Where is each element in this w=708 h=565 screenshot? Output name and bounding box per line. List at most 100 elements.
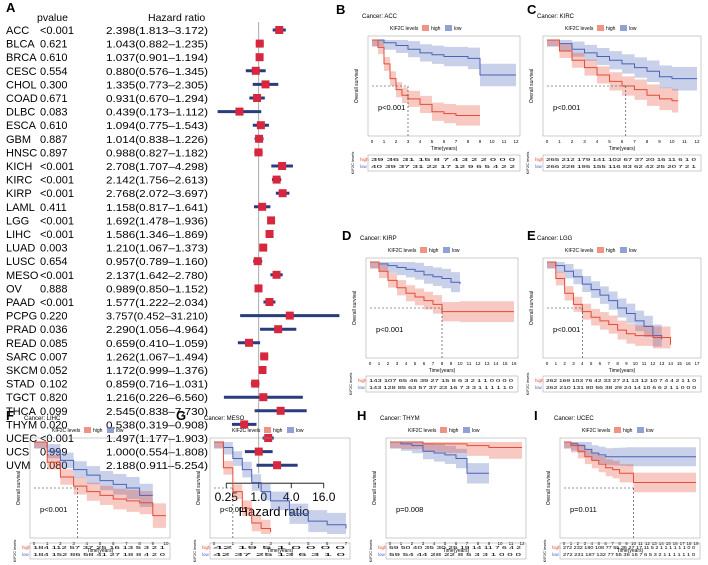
panel-label: H xyxy=(357,408,366,423)
km-xaxis-tick-label: 5 xyxy=(444,541,447,546)
forest-row-cancer: UCEC xyxy=(6,433,37,445)
forest-row-pvalue: <0.001 xyxy=(40,25,74,37)
km-legend-low: low xyxy=(452,248,460,254)
forest-row-cancer: KIRP xyxy=(6,188,32,200)
forest-point-marker xyxy=(260,352,269,361)
km-xaxis-tick-label: 5 xyxy=(414,361,417,366)
km-curve-low xyxy=(214,441,347,529)
forest-point-marker xyxy=(259,393,268,402)
km-xaxis-tick-label: 3 xyxy=(269,541,272,546)
km-xaxis-tick-label: 11 xyxy=(642,361,647,366)
km-legend-title: KIF2C levels xyxy=(408,428,437,434)
km-legend-high: high xyxy=(606,248,616,254)
forest-point-marker xyxy=(253,257,262,266)
km-xaxis-tick-label: 13 xyxy=(652,541,658,546)
km-plot-frame xyxy=(542,35,702,137)
km-risk-row-low: 266 228 195 155 116 83 62 42 25 20 7 2 1 xyxy=(546,164,697,169)
km-panel-g: G Cancer: MESO KIF2C levels high low Overall … xyxy=(176,408,351,562)
km-panel-b: B Cancer: ACC KIF2C levels high low Overall s… xyxy=(336,2,521,175)
km-xaxis-tick-label: 2 xyxy=(411,541,414,546)
forest-row-pvalue: 0.020 xyxy=(40,419,68,431)
km-xaxis-tick-label: 2 xyxy=(395,139,398,144)
km-xaxis-tick-label: 0 xyxy=(369,361,372,366)
forest-point-marker xyxy=(258,366,267,374)
km-yaxis-label: Overall survival xyxy=(16,471,22,505)
km-legend-high: high xyxy=(429,248,439,254)
km-xaxis-tick-label: 10 xyxy=(489,139,495,144)
km-legend-swatch-high xyxy=(440,427,447,433)
km-xaxis-tick-label: 18 xyxy=(687,541,693,546)
km-panel-f: F Cancer: LIHC KIF2C levels high low Overall … xyxy=(6,408,171,563)
forest-row-hazard-ratio: 2.398(1.813–3.172) xyxy=(106,25,208,37)
km-legend-low: low xyxy=(296,428,304,434)
km-title: Cancer: THYM xyxy=(380,416,420,422)
forest-point-marker xyxy=(240,420,249,429)
forest-point-marker xyxy=(265,298,274,306)
km-legend-swatch-low xyxy=(620,25,627,31)
km-xaxis-tick-label: 6 xyxy=(443,139,446,144)
km-xaxis-tick-label: 4 xyxy=(419,139,422,144)
forest-row-pvalue: <0.001 xyxy=(40,188,74,200)
forest-row-cancer: LUSC xyxy=(6,256,35,268)
km-risk-label-high: high xyxy=(358,378,367,383)
forest-row-hazard-ratio: 1.335(0.773–2.305) xyxy=(106,79,208,91)
forest-row-pvalue: <0.001 xyxy=(40,175,74,187)
forest-row-pvalue: 0.888 xyxy=(40,283,68,295)
forest-xaxis-label: Hazard ratio xyxy=(239,504,310,519)
km-xaxis-tick-label: 7 xyxy=(455,139,458,144)
km-curve-high xyxy=(564,441,696,483)
forest-row-hazard-ratio: 1.692(1.478–1.936) xyxy=(106,215,208,227)
km-legend-title: KIF2C levels xyxy=(582,428,611,434)
km-xaxis-tick-label: 15 xyxy=(502,361,508,366)
km-yaxis-label: Overall survival xyxy=(354,69,360,103)
km-curve-high xyxy=(547,39,679,102)
km-panel-e: E Cancer: LGG KIF2C levels high low Overall s… xyxy=(525,228,702,396)
km-risk-row-low: 42 37 25 13 6 3 1 0 xyxy=(213,552,347,557)
forest-row-hazard-ratio: 1.037(0.901–1.194) xyxy=(106,52,208,64)
forest-row-cancer: LGG xyxy=(6,215,29,227)
forest-row-hazard-ratio: 0.659(0.410–1.059) xyxy=(106,338,208,350)
km-risk-table-frame xyxy=(29,542,171,560)
km-xaxis-tick-label: 9 xyxy=(152,541,155,546)
km-risk-yaxis-label: KIF2C levels xyxy=(350,152,355,175)
km-title: Cancer: KIRP xyxy=(360,236,397,242)
km-xaxis-tick-label: 4 xyxy=(591,541,594,546)
forest-row-hazard-ratio: 1.262(1.067–1.494) xyxy=(106,351,208,363)
forest-row-pvalue: 0.610 xyxy=(40,52,68,64)
km-risk-label-high: high xyxy=(22,545,31,550)
km-xaxis-tick-label: 3 xyxy=(422,541,425,546)
km-pvalue: p=0.008 xyxy=(396,505,423,514)
km-xaxis-tick-label: 6 xyxy=(455,541,458,546)
km-legend-low: low xyxy=(629,248,637,254)
km-risk-row-high: 143 107 65 46 39 27 15 8 6 3 2 1 1 0 0 0… xyxy=(369,378,514,383)
km-xaxis-tick-label: 2 xyxy=(571,139,574,144)
forest-point-marker xyxy=(255,53,264,62)
km-xaxis-tick-label: 8 xyxy=(646,139,649,144)
forest-row-hazard-ratio: 0.957(0.789–1.160) xyxy=(106,256,208,268)
km-xaxis-tick-label: 5 xyxy=(590,361,593,366)
km-xaxis-tick-label: 19 xyxy=(693,541,699,546)
forest-row-hazard-ratio: 2.768(2.072–3.697) xyxy=(106,188,208,200)
forest-row-pvalue: 0.099 xyxy=(40,406,68,418)
km-legend-title: KIF2C levels xyxy=(232,428,261,434)
km-xaxis-label: Time(years) xyxy=(443,548,470,554)
km-risk-yaxis-label: KIF2C levels xyxy=(525,373,530,396)
km-risk-label-low: low xyxy=(535,164,543,169)
km-xaxis-tick-label: 3 xyxy=(572,361,575,366)
km-risk-label-low: low xyxy=(378,552,386,557)
km-risk-yaxis-label: KIF2C levels xyxy=(12,540,17,563)
forest-chart: 0.25 1.0 4.0 16.0 xyxy=(215,22,340,504)
km-legend-swatch-high xyxy=(614,427,621,433)
forest-point-marker xyxy=(278,189,287,198)
forest-row-hazard-ratio: 1.577(1.222–2.034) xyxy=(106,297,208,309)
km-risk-label-high: high xyxy=(378,545,387,550)
panel-label-a: A xyxy=(6,0,16,15)
km-legend-low: low xyxy=(646,428,654,434)
km-legend-swatch-high xyxy=(420,247,427,253)
km-legend-swatch-low xyxy=(445,25,452,31)
forest-point-marker xyxy=(254,447,263,456)
km-yaxis-label: Overall survival xyxy=(196,471,202,505)
forest-row-cancer: ACC xyxy=(6,25,29,37)
forest-row-pvalue: 0.820 xyxy=(40,392,68,404)
